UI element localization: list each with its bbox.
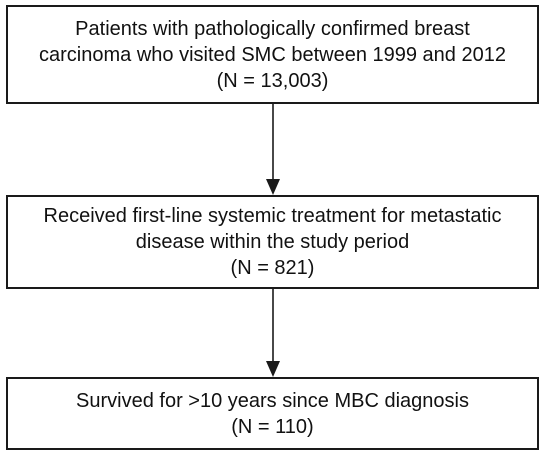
- step-2-line-2: disease within the study period: [135, 231, 410, 253]
- step-2-count: (N = 821): [230, 257, 315, 279]
- step-1-line-1: Patients with pathologically confirmed b…: [75, 17, 470, 40]
- arrow-step-1-to-2: [266, 104, 280, 195]
- arrow-step-2-to-3: [266, 289, 280, 377]
- flowchart-step-2-box: Received first-line systemic treatment f…: [6, 195, 539, 289]
- arrow-1-head: [266, 179, 280, 195]
- step-3-line-1: Survived for >10 years since MBC diagnos…: [76, 389, 469, 412]
- step-1-count: (N = 13,003): [216, 69, 329, 92]
- step-2-line-1: Received first-line systemic treatment f…: [43, 205, 502, 227]
- flowchart-step-3-box: Survived for >10 years since MBC diagnos…: [6, 377, 539, 450]
- flowchart-step-1-box: Patients with pathologically confirmed b…: [6, 5, 539, 104]
- step-3-count: (N = 110): [231, 415, 314, 438]
- step-1-line-2: carcinoma who visited SMC between 1999 a…: [39, 43, 506, 66]
- arrow-2-head: [266, 361, 280, 377]
